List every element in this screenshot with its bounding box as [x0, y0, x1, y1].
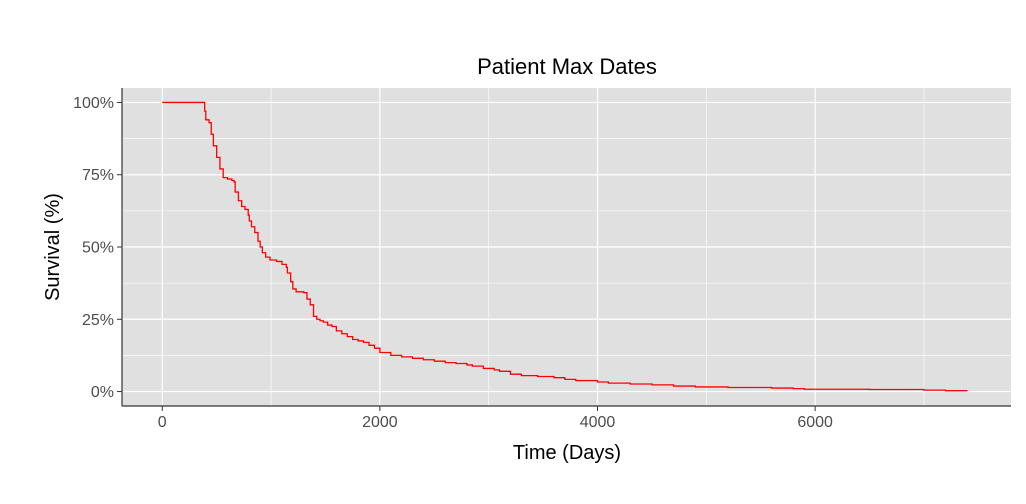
x-tick-label: 2000: [362, 414, 398, 431]
y-tick-label: 75%: [82, 167, 114, 184]
y-tick-label: 50%: [82, 240, 114, 257]
x-tick-label: 4000: [580, 414, 616, 431]
x-axis-title: Time (Days): [513, 442, 621, 464]
y-axis-title: Survival (%): [42, 193, 64, 301]
y-tick-label: 0%: [91, 384, 114, 401]
chart-title: Patient Max Dates: [477, 54, 657, 79]
x-axis-ticks: 0 2000 4000 6000: [158, 406, 833, 431]
y-tick-label: 25%: [82, 312, 114, 329]
x-tick-label: 6000: [797, 414, 833, 431]
survival-curve: [162, 101, 968, 392]
y-axis-ticks: 0% 25% 50% 75% 100%: [73, 95, 122, 401]
y-tick-label: 100%: [73, 95, 114, 112]
x-tick-label: 0: [158, 414, 167, 431]
